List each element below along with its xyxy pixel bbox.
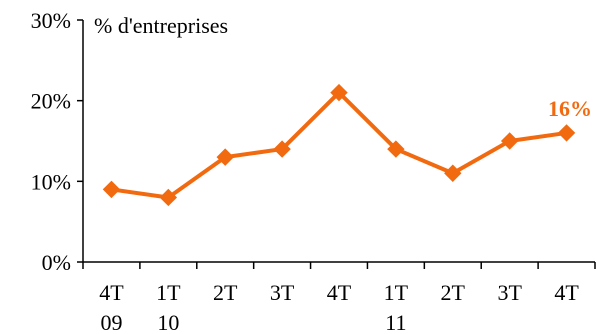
x-tick-label-year: 10 xyxy=(157,310,179,334)
last-value-label: 16% xyxy=(548,96,592,121)
y-tick-label: 30% xyxy=(31,8,71,33)
axes xyxy=(82,20,595,263)
x-tick-label: 2T xyxy=(441,280,466,305)
data-point-marker xyxy=(557,124,576,142)
x-tick-label-year: 11 xyxy=(385,310,406,334)
data-point-marker xyxy=(387,140,405,158)
data-point-marker xyxy=(330,83,348,102)
data-point-marker xyxy=(159,188,178,207)
y-tick-label: 10% xyxy=(31,169,71,194)
y-tick-label: 20% xyxy=(31,89,71,114)
x-tick-label: 2T xyxy=(213,280,238,305)
y-axis-unit-label: % d'entreprises xyxy=(94,13,228,38)
x-tick-label: 4T xyxy=(554,280,579,305)
data-point-marker xyxy=(273,140,291,158)
x-tick-label: 4T xyxy=(99,280,124,305)
x-tick-label: 1T xyxy=(384,280,409,305)
data-point-marker xyxy=(102,180,121,199)
x-tick-label: 4T xyxy=(327,280,352,305)
y-ticks: 0% 10% 20% 30% xyxy=(31,8,83,275)
x-tick-label: 3T xyxy=(497,280,522,305)
series-group xyxy=(102,83,576,207)
series-line xyxy=(111,90,567,200)
x-categories: 4T 09 1T 10 2T 3T 4T 1T 11 2T 3T 4T xyxy=(82,262,596,334)
y-tick-label: 0% xyxy=(42,250,71,275)
x-tick-label-year: 09 xyxy=(100,310,122,334)
data-point-marker xyxy=(444,164,462,182)
data-point-marker xyxy=(500,132,519,150)
x-tick-label: 3T xyxy=(270,280,295,305)
x-tick-label: 1T xyxy=(156,280,181,305)
data-point-marker xyxy=(216,148,234,166)
